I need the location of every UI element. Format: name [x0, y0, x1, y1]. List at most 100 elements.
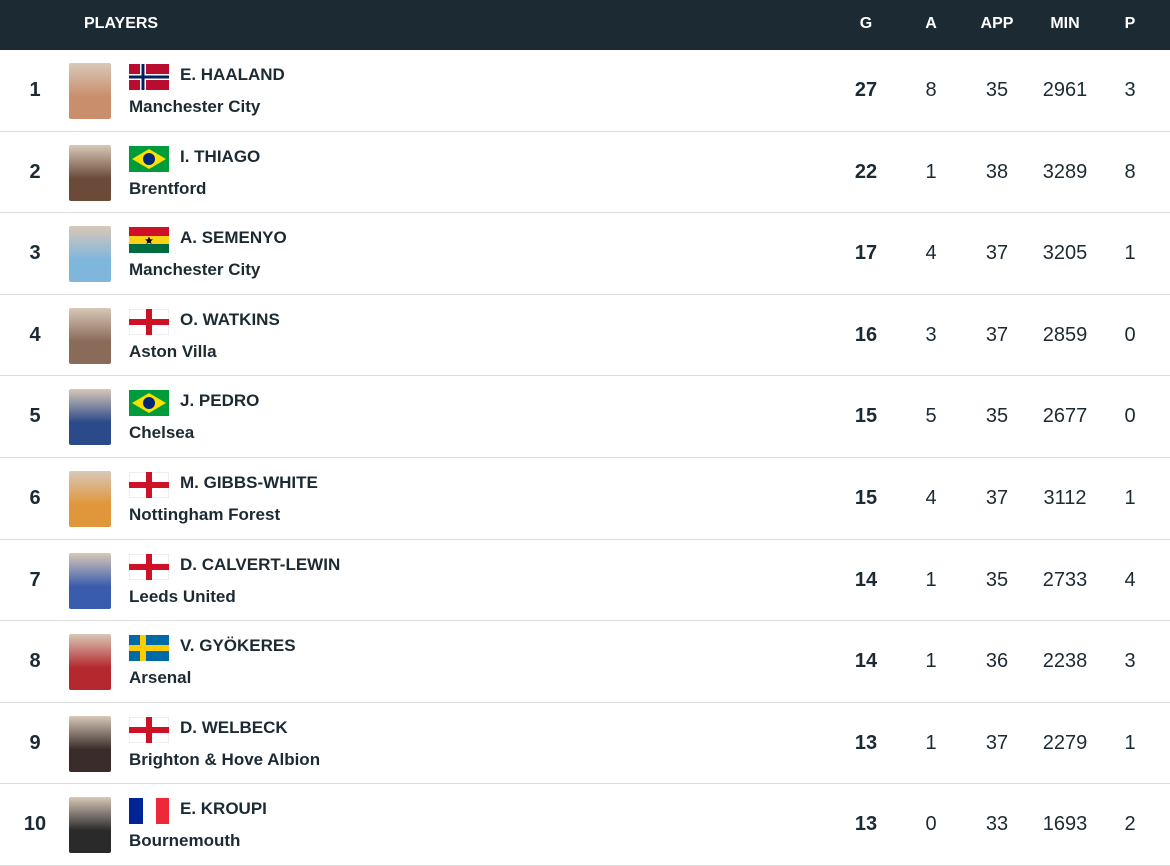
stat-value: 1: [1124, 487, 1136, 509]
rank: 3: [29, 242, 41, 265]
player-photo: [69, 389, 111, 446]
stat-value: 13: [854, 731, 878, 754]
player-name: V. GYÖKERES: [180, 636, 296, 656]
player-photo: [69, 144, 111, 201]
stat-value: 1: [925, 160, 937, 183]
stat-value: 3: [925, 323, 937, 346]
stat-value: 16: [854, 323, 878, 346]
stat-value: 37: [985, 242, 1009, 265]
stat-value: 1: [925, 568, 937, 591]
player-photo: [69, 634, 111, 691]
stat-value: 0: [925, 813, 937, 836]
rank: 10: [23, 813, 47, 836]
rank: 8: [29, 650, 41, 673]
player-photo: [69, 797, 111, 854]
player-name: E. KROUPI: [180, 799, 267, 819]
player-name: O. WATKINS: [180, 309, 280, 329]
flag: [129, 145, 169, 172]
player-name: D. CALVERT-LEWIN: [180, 554, 341, 574]
stat-value: 1: [1124, 731, 1136, 754]
team-name: Manchester City: [129, 260, 261, 280]
flag: [129, 390, 169, 417]
flag: [129, 716, 169, 743]
rank: 2: [29, 160, 41, 183]
team-name: Arsenal: [129, 668, 192, 688]
player-row: 3 A. SEMENYO Manchester City 17 4 37 3205 1: [0, 213, 1170, 295]
team-name: Bournemouth: [129, 831, 241, 851]
rank: 4: [29, 323, 41, 346]
flag: [129, 308, 169, 335]
stat-value: 15: [854, 487, 878, 509]
player-photo: [69, 307, 111, 364]
rank: 7: [29, 568, 41, 591]
player-row: 2 I. THIAGO Brentford 22 1 38 3289 8: [0, 132, 1170, 214]
stat-value: 27: [854, 79, 878, 101]
player-row: 9 D. WELBECK Brighton & Hove Albion 13 1 37 22…: [0, 703, 1170, 785]
column-header: A: [925, 15, 937, 32]
stat-value: 36: [985, 650, 1009, 673]
column-header: P: [1124, 15, 1136, 32]
player-row: 1 E. HAALAND Manchester City 27 8 35 2961 3: [0, 50, 1170, 132]
player-row: 7 D. CALVERT-LEWIN Leeds United 14 1 35 2733 4: [0, 540, 1170, 622]
stat-value: 15: [854, 405, 878, 428]
stat-value: 35: [985, 568, 1009, 591]
player-photo: [69, 471, 111, 527]
rank: 9: [29, 731, 41, 754]
flag: [129, 64, 169, 90]
stat-value: 33: [985, 813, 1009, 836]
player-name: M. GIBBS-WHITE: [180, 473, 318, 492]
stat-value: 5: [925, 405, 937, 428]
column-header: MIN: [1050, 15, 1080, 32]
stat-value: 37: [985, 323, 1009, 346]
rank: 1: [29, 79, 41, 101]
stat-value: 3112: [1043, 487, 1087, 509]
stat-value: 35: [985, 405, 1009, 428]
team-name: Nottingham Forest: [129, 505, 281, 524]
stat-value: 37: [985, 487, 1009, 509]
flag: [129, 635, 169, 662]
stat-value: 3205: [1042, 242, 1088, 265]
player-row: 6 M. GIBBS-WHITE Nottingham Forest 15 4 37 311…: [0, 458, 1170, 540]
player-row: 10 E. KROUPI Bournemouth 13 0 33 1693 2: [0, 784, 1170, 866]
player-row: 8 V. GYÖKERES Arsenal 14 1 36 2238 3: [0, 621, 1170, 703]
stat-value: 8: [1124, 160, 1136, 183]
team-name: Brighton & Hove Albion: [129, 749, 321, 769]
rank: 5: [29, 405, 41, 428]
player-photo: [69, 715, 111, 772]
stat-value: 37: [985, 731, 1009, 754]
stat-value: 3289: [1042, 160, 1088, 183]
stat-value: 8: [925, 79, 937, 101]
stat-value: 1: [1124, 242, 1136, 265]
flag: [129, 798, 169, 825]
player-name: J. PEDRO: [180, 391, 260, 411]
stat-value: 1693: [1042, 813, 1088, 836]
stat-value: 38: [985, 160, 1009, 183]
stat-value: 4: [925, 487, 937, 509]
stat-value: 2859: [1042, 323, 1088, 346]
stat-value: 17: [854, 242, 878, 265]
player-photo: [69, 63, 111, 119]
player-name: D. WELBECK: [180, 717, 288, 737]
player-row: 5 J. PEDRO Chelsea 15 5 35 2677 0: [0, 376, 1170, 458]
team-name: Brentford: [129, 178, 207, 198]
player-photo: [69, 226, 111, 283]
team-name: Aston Villa: [129, 341, 217, 361]
stat-value: 1: [925, 731, 937, 754]
stat-value: 1: [925, 650, 937, 673]
team-name: Manchester City: [129, 97, 261, 116]
stat-value: 0: [1124, 323, 1136, 346]
player-name: A. SEMENYO: [180, 228, 287, 248]
stat-value: 2279: [1042, 731, 1088, 754]
team-name: Leeds United: [129, 586, 236, 606]
stat-value: 35: [985, 79, 1009, 101]
stat-value: 4: [925, 242, 937, 265]
stat-value: 14: [854, 650, 878, 673]
stat-value: 2961: [1042, 79, 1088, 101]
player-row: 4 O. WATKINS Aston Villa 16 3 37 2859 0: [0, 295, 1170, 377]
stat-value: 14: [854, 568, 878, 591]
stat-value: 0: [1124, 405, 1136, 428]
stat-value: 3: [1124, 650, 1136, 673]
rank: 6: [29, 487, 41, 509]
player-name: E. HAALAND: [180, 65, 285, 84]
